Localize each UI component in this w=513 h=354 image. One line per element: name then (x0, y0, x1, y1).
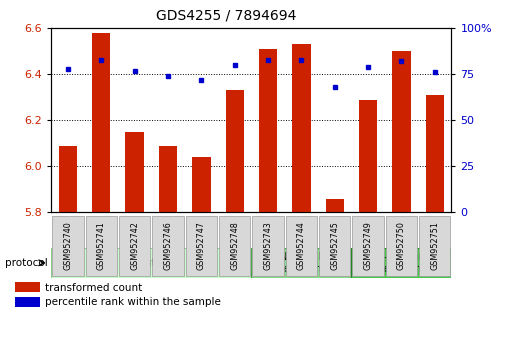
Text: GSM952744: GSM952744 (297, 221, 306, 269)
Bar (392, 51, 410, 212)
Bar (259, 49, 277, 212)
Bar (15, 297, 40, 307)
Text: transformed count: transformed count (45, 282, 142, 293)
Text: GSM952743: GSM952743 (264, 221, 272, 269)
Text: protocol: protocol (5, 258, 48, 268)
Text: GSM952747: GSM952747 (197, 221, 206, 270)
Bar (251, 248, 351, 278)
Bar (192, 157, 210, 212)
Bar (351, 248, 451, 278)
Text: GSM952751: GSM952751 (430, 221, 439, 270)
Bar (92, 33, 110, 212)
Bar (326, 199, 344, 212)
Bar (126, 132, 144, 212)
Bar (292, 45, 310, 212)
Bar (426, 95, 444, 212)
Text: GSM952740: GSM952740 (64, 221, 72, 269)
Bar (359, 100, 377, 212)
Text: GSM952748: GSM952748 (230, 221, 239, 269)
Text: miR-138 mimic
treatment: miR-138 mimic treatment (365, 252, 438, 274)
Text: GSM952749: GSM952749 (364, 221, 372, 270)
Text: GSM952746: GSM952746 (164, 221, 172, 269)
Text: control: control (134, 258, 168, 268)
Bar (15, 282, 40, 292)
Bar (51, 248, 251, 278)
Text: GSM952741: GSM952741 (97, 221, 106, 269)
Text: GSM952750: GSM952750 (397, 221, 406, 270)
Bar (226, 91, 244, 212)
Text: GDS4255 / 7894694: GDS4255 / 7894694 (155, 9, 296, 23)
Text: SIN3A siRNA
treatment: SIN3A siRNA treatment (271, 252, 332, 274)
Text: percentile rank within the sample: percentile rank within the sample (45, 297, 221, 307)
Text: GSM952742: GSM952742 (130, 221, 139, 270)
Bar (59, 146, 77, 212)
Text: GSM952745: GSM952745 (330, 221, 339, 270)
Bar (159, 146, 177, 212)
